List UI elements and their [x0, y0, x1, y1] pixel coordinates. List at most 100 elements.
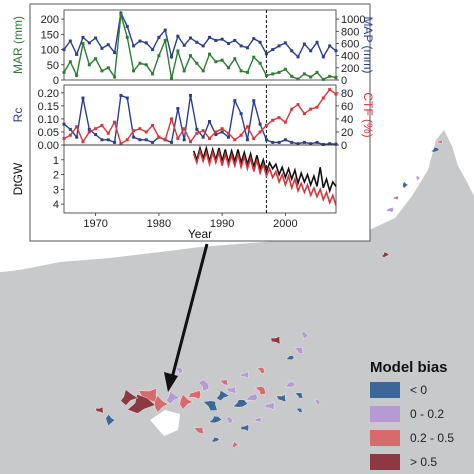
data-point	[138, 138, 142, 142]
data-point	[283, 120, 287, 124]
data-point	[157, 135, 161, 139]
data-point	[302, 42, 306, 46]
catchment	[256, 367, 266, 374]
data-point	[189, 140, 193, 144]
data-point	[252, 55, 256, 59]
data-point	[245, 125, 249, 129]
data-point	[283, 41, 287, 45]
data-point	[106, 43, 110, 47]
data-point	[321, 96, 325, 100]
data-point	[226, 131, 230, 135]
data-point	[94, 57, 98, 61]
data-point	[125, 96, 129, 100]
data-point	[328, 44, 332, 48]
catchment	[437, 139, 443, 145]
data-point	[252, 99, 256, 103]
right-axis-label: MAP (mm)	[361, 16, 375, 73]
data-point	[151, 48, 155, 52]
catchment	[381, 251, 390, 258]
catchment	[232, 441, 240, 449]
data-point	[207, 120, 211, 124]
y2-tick-label: 200	[341, 63, 359, 75]
panel-box	[63, 144, 337, 214]
data-point	[277, 116, 281, 120]
catchment	[430, 146, 440, 153]
data-point	[201, 129, 205, 133]
data-point	[220, 130, 224, 134]
legend-title: Model bias	[370, 359, 448, 376]
catchment	[301, 330, 309, 340]
left-axis-label: MAR (mm)	[11, 16, 25, 74]
data-point	[302, 140, 306, 144]
y2-tick-label: 20	[341, 127, 353, 139]
data-point	[138, 39, 142, 43]
data-point	[207, 52, 211, 56]
catchment	[253, 416, 262, 423]
data-point	[125, 24, 129, 28]
data-point	[62, 48, 66, 52]
data-point	[176, 49, 180, 53]
catchment	[254, 386, 267, 396]
data-point	[309, 107, 313, 111]
data-point	[132, 69, 136, 73]
data-point	[201, 44, 205, 48]
catchment	[264, 401, 275, 411]
data-point	[315, 40, 319, 44]
y-tick-label: 0.10	[38, 114, 59, 126]
data-point	[132, 44, 136, 48]
y2-tick-label: 40	[341, 114, 353, 126]
y-tick-label: 3	[53, 184, 59, 196]
data-point	[264, 138, 268, 142]
data-point	[195, 131, 199, 135]
data-point	[226, 135, 230, 139]
data-point	[182, 138, 186, 142]
series-line	[192, 148, 337, 206]
data-point	[163, 138, 167, 142]
catchment	[285, 355, 295, 361]
data-point	[62, 70, 66, 74]
data-point	[233, 99, 237, 103]
data-point	[334, 49, 338, 53]
catchment	[127, 394, 156, 414]
data-point	[144, 138, 148, 142]
data-point	[315, 105, 319, 109]
data-point	[132, 135, 136, 139]
data-point	[125, 138, 129, 142]
data-point	[226, 41, 230, 45]
data-point	[201, 135, 205, 139]
data-point	[182, 69, 186, 73]
legend-label: 0 - 0.2	[410, 407, 444, 421]
catchment	[165, 390, 181, 405]
data-point	[163, 28, 167, 32]
catchment	[202, 400, 218, 411]
data-point	[239, 133, 243, 137]
data-point	[258, 122, 262, 126]
catchment	[215, 389, 230, 402]
data-point	[334, 92, 338, 96]
x-tick-label: 1990	[210, 218, 234, 230]
y-tick-label: 0.20	[38, 88, 59, 100]
y-tick-label: 0.05	[38, 127, 59, 139]
y-tick-label: 0.15	[38, 101, 59, 113]
catchment	[197, 379, 210, 392]
data-point	[258, 130, 262, 134]
data-point	[75, 125, 79, 129]
data-point	[87, 130, 91, 134]
data-point	[239, 69, 243, 73]
data-point	[296, 77, 300, 81]
data-point	[94, 133, 98, 137]
y-tick-label: 150	[41, 29, 59, 41]
y-tick-label: 50	[47, 60, 59, 72]
data-point	[176, 136, 180, 140]
data-point	[245, 46, 249, 50]
legend-label: > 0.5	[410, 455, 437, 469]
data-point	[252, 136, 256, 140]
series-line	[63, 88, 337, 145]
inset-frame	[29, 3, 371, 242]
data-point	[87, 41, 91, 45]
data-point	[328, 74, 332, 78]
data-point	[201, 69, 205, 73]
data-point	[68, 133, 72, 137]
data-point	[113, 120, 117, 124]
